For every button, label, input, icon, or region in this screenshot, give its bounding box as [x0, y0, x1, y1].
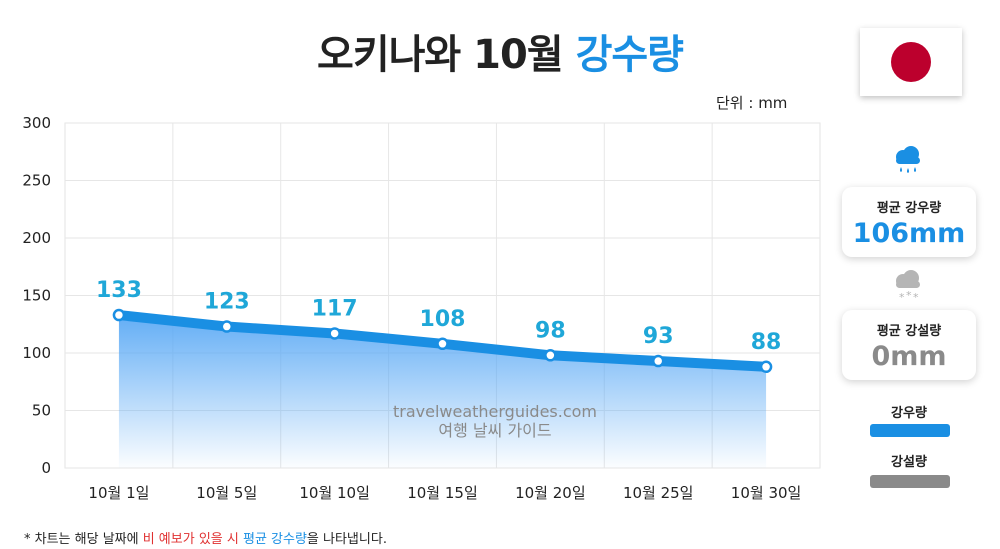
title-main: 오키나와 10월	[317, 32, 564, 78]
data-label: 108	[420, 307, 466, 332]
x-tick-label: 10월 25일	[623, 484, 694, 502]
legend-snow-label: 강설량	[891, 455, 927, 470]
rainfall-chart: 0 50 100 150 200 250 300 10월 1일 10월 5일 10월 10일 10월…	[22, 114, 821, 502]
avg-rainfall-value: 106mm	[852, 218, 966, 249]
rain-cloud-icon	[890, 144, 926, 182]
title-accent: 강수량	[575, 32, 684, 78]
avg-snowfall-value: 0mm	[871, 341, 947, 372]
data-point	[651, 354, 665, 368]
x-tick-label: 10월 15일	[407, 484, 478, 502]
footnote-blue: 평균 강수량	[242, 532, 307, 547]
japan-flag	[860, 28, 962, 96]
flag-sun	[891, 42, 931, 82]
data-label: 88	[751, 330, 782, 355]
legend-snow-swatch	[870, 475, 950, 488]
avg-snowfall-card: 평균 강설량 0mm	[842, 310, 976, 380]
data-point	[759, 360, 773, 374]
footnote: * 차트는 해당 날짜에 비 예보가 있을 시 평균 강수량을 나타냅니다.	[24, 528, 387, 547]
data-label: 98	[535, 318, 566, 343]
y-tick-label: 300	[22, 114, 51, 132]
y-tick-label: 200	[22, 229, 51, 247]
x-tick-label: 10월 10일	[299, 484, 370, 502]
data-point	[436, 337, 449, 351]
x-tick-label: 10월 20일	[515, 484, 586, 502]
unit-label: 단위 : mm	[716, 94, 788, 112]
series-area	[118, 315, 767, 468]
y-tick-label: 50	[32, 402, 51, 420]
y-tick-label: 100	[22, 344, 51, 362]
chart-title: 오키나와 10월 강수량	[0, 22, 1000, 80]
data-point	[544, 349, 557, 362]
footnote-suffix: 을 나타냅니다.	[306, 532, 387, 547]
footnote-prefix: * 차트는 해당 날짜에	[24, 532, 143, 547]
data-point	[328, 327, 341, 340]
x-tick-label: 10월 30일	[731, 484, 802, 502]
svg-text:*: *	[906, 289, 912, 302]
avg-rainfall-label: 평균 강우량	[876, 201, 942, 216]
legend-rain-swatch	[870, 424, 950, 437]
svg-text:*: *	[913, 291, 919, 304]
avg-snowfall-label: 평균 강설량	[876, 324, 942, 339]
watermark-korean: 여행 날씨 가이드	[438, 421, 551, 440]
snow-cloud-icon: * * *	[890, 268, 926, 308]
data-label: 93	[643, 324, 674, 349]
y-tick-label: 0	[41, 459, 51, 477]
x-tick-label: 10월 5일	[196, 484, 257, 502]
data-label: 133	[96, 278, 142, 303]
data-label: 117	[312, 296, 358, 321]
x-tick-label: 10월 1일	[88, 484, 149, 502]
y-tick-label: 150	[22, 287, 51, 305]
footnote-red: 비 예보가 있을 시	[142, 532, 239, 547]
svg-text:*: *	[899, 291, 905, 304]
y-tick-label: 250	[22, 172, 51, 190]
data-point	[220, 320, 234, 333]
data-point	[112, 308, 126, 322]
legend-rain-label: 강우량	[891, 406, 927, 421]
data-label: 123	[204, 290, 250, 315]
watermark-url: travelweatherguides.com	[393, 402, 597, 421]
avg-rainfall-card: 평균 강우량 106mm	[842, 187, 976, 257]
